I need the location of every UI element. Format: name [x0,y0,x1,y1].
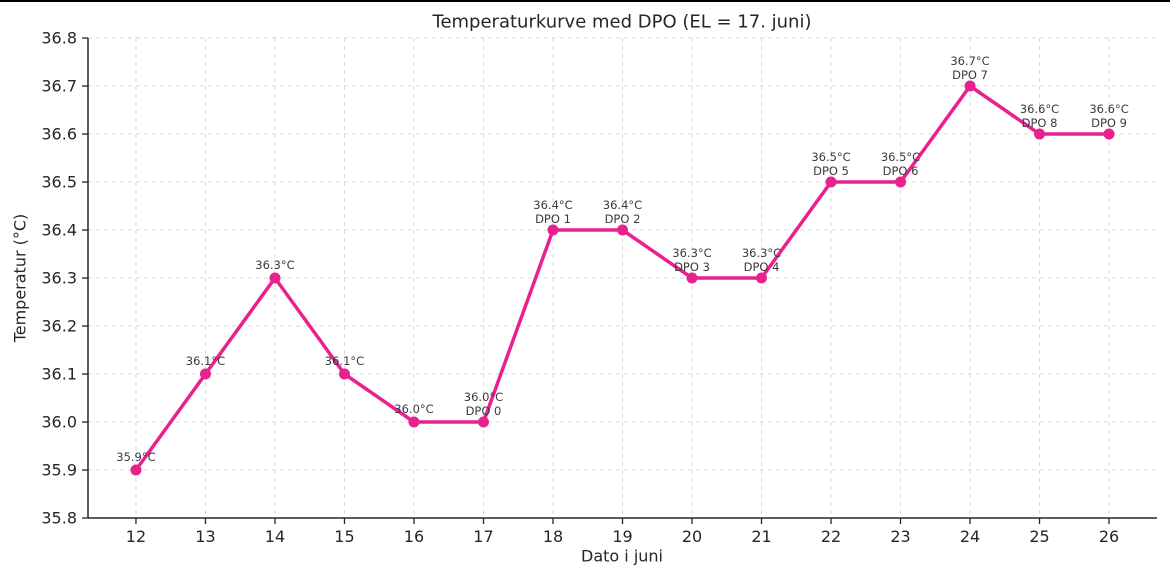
x-tick-label: 26 [1099,527,1119,546]
x-tick-label: 12 [126,527,146,546]
x-tick-label: 22 [821,527,841,546]
dpo-annotation: DPO 7 [952,68,988,82]
y-tick-label: 36.0 [41,413,77,432]
window-top-border [0,0,1170,2]
y-tick-label: 36.3 [41,269,77,288]
x-tick-label: 19 [612,527,632,546]
x-tick-label: 21 [751,527,771,546]
dpo-annotation: DPO 4 [744,260,780,274]
temp-annotation: 36.0°C [464,390,503,404]
temp-annotation: 36.7°C [950,54,989,68]
y-tick-label: 36.7 [41,77,77,96]
temp-annotation: 36.0°C [394,402,433,416]
x-tick-label: 25 [1029,527,1049,546]
temp-annotation: 36.4°C [533,198,572,212]
data-point-marker [199,368,211,380]
x-axis-label: Dato i juni [581,546,663,566]
y-tick-label: 36.6 [41,125,77,144]
x-tick-label: 13 [195,527,215,546]
x-tick-label: 18 [543,527,563,546]
chart-title: Temperaturkurve med DPO (EL = 17. juni) [432,11,812,33]
dpo-annotation: DPO 3 [674,260,710,274]
data-point-marker [269,272,281,284]
dpo-annotation: DPO 1 [535,212,571,226]
temp-annotation: 35.9°C [116,450,155,464]
y-tick-label: 36.2 [41,317,77,336]
dpo-annotation: DPO 6 [883,164,919,178]
data-point-marker [825,176,837,188]
x-tick-label: 17 [473,527,493,546]
y-axis-label: Temperatur (°C) [10,213,30,343]
x-tick-label: 15 [334,527,354,546]
data-point-marker [895,176,907,188]
data-point-marker [617,224,628,236]
y-tick-label: 35.8 [41,509,77,528]
x-tick-label: 20 [682,527,702,546]
temp-annotation: 36.5°C [881,150,920,164]
temp-annotation: 36.6°C [1089,102,1128,116]
temp-annotation: 36.5°C [811,150,850,164]
temp-annotation: 36.3°C [742,246,781,260]
dpo-annotation: DPO 5 [813,164,849,178]
dpo-annotation: DPO 0 [466,404,502,418]
dpo-annotation: DPO 8 [1022,116,1058,130]
temp-annotation: 36.1°C [325,354,364,368]
temp-annotation: 36.4°C [603,198,642,212]
y-tick-label: 36.5 [41,173,77,192]
dpo-annotation: DPO 2 [605,212,641,226]
temp-annotation: 36.1°C [186,354,225,368]
x-tick-label: 14 [265,527,285,546]
y-tick-label: 36.4 [41,221,77,240]
data-point-marker [1103,128,1115,140]
data-point-marker [477,416,489,428]
y-tick-label: 36.8 [41,29,77,48]
x-tick-label: 16 [404,527,424,546]
temp-annotation: 36.3°C [255,258,294,272]
data-point-marker [547,224,559,236]
x-tick-label: 23 [890,527,910,546]
y-tick-label: 36.1 [41,365,77,384]
data-point-marker [408,416,420,428]
data-point-marker [964,80,976,92]
x-tick-label: 24 [960,527,980,546]
y-tick-label: 35.9 [41,461,77,480]
data-point-marker [756,272,768,284]
temp-annotation: 36.3°C [672,246,711,260]
temp-annotation: 36.6°C [1020,102,1059,116]
data-point-marker [338,368,350,380]
data-point-marker [130,464,142,476]
data-point-marker [1034,128,1046,140]
dpo-annotation: DPO 9 [1091,116,1127,130]
data-point-marker [686,272,698,284]
